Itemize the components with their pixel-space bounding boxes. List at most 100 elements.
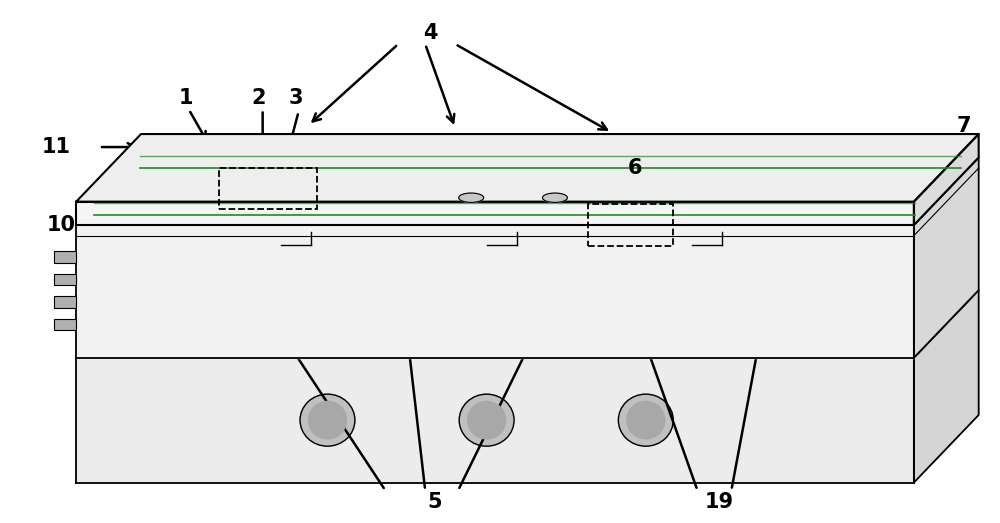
Ellipse shape [627, 402, 665, 439]
Polygon shape [914, 157, 979, 358]
Polygon shape [670, 208, 715, 215]
Polygon shape [867, 161, 950, 222]
Polygon shape [728, 210, 749, 213]
Bar [588, 204, 673, 246]
Polygon shape [271, 194, 315, 202]
Polygon shape [76, 358, 914, 483]
Polygon shape [297, 167, 341, 175]
Polygon shape [476, 210, 498, 213]
Polygon shape [130, 161, 314, 222]
Polygon shape [540, 161, 724, 222]
Polygon shape [511, 208, 555, 215]
Polygon shape [110, 210, 132, 213]
Polygon shape [707, 183, 729, 186]
Ellipse shape [459, 394, 514, 446]
Polygon shape [755, 167, 800, 175]
Polygon shape [694, 197, 716, 200]
Text: 4: 4 [423, 22, 437, 42]
Polygon shape [753, 183, 775, 186]
Polygon shape [81, 159, 974, 223]
Polygon shape [76, 225, 914, 358]
Ellipse shape [309, 402, 346, 439]
Polygon shape [504, 167, 548, 175]
Polygon shape [491, 180, 535, 189]
Polygon shape [123, 197, 145, 200]
FancyBboxPatch shape [54, 297, 76, 308]
Polygon shape [742, 180, 787, 189]
Polygon shape [729, 194, 774, 202]
Polygon shape [507, 161, 598, 222]
Polygon shape [319, 194, 363, 202]
Polygon shape [295, 183, 317, 186]
Polygon shape [906, 167, 950, 175]
Text: 6: 6 [627, 158, 642, 178]
Polygon shape [465, 208, 509, 215]
Polygon shape [741, 197, 762, 200]
Polygon shape [878, 210, 900, 213]
Polygon shape [389, 161, 519, 166]
Polygon shape [880, 194, 924, 202]
Polygon shape [914, 290, 979, 483]
Text: 7: 7 [956, 116, 971, 137]
Polygon shape [331, 180, 376, 189]
Polygon shape [344, 167, 389, 175]
Polygon shape [489, 197, 511, 200]
Text: 11: 11 [42, 137, 71, 157]
Polygon shape [522, 210, 544, 213]
Polygon shape [683, 194, 728, 202]
Text: 2: 2 [251, 88, 266, 108]
Polygon shape [505, 217, 704, 224]
Polygon shape [76, 290, 979, 358]
Polygon shape [478, 194, 522, 202]
Polygon shape [112, 194, 156, 202]
Polygon shape [258, 208, 302, 215]
Polygon shape [301, 161, 393, 222]
Polygon shape [317, 210, 339, 213]
Polygon shape [799, 161, 925, 166]
Polygon shape [282, 197, 304, 200]
Polygon shape [716, 208, 761, 215]
Polygon shape [550, 167, 594, 175]
Polygon shape [76, 157, 979, 225]
Polygon shape [535, 197, 557, 200]
Polygon shape [330, 197, 352, 200]
Text: 1: 1 [179, 88, 193, 108]
Polygon shape [76, 202, 914, 225]
Bar [219, 168, 317, 210]
Polygon shape [524, 194, 568, 202]
Polygon shape [149, 169, 171, 173]
Polygon shape [502, 183, 524, 186]
Polygon shape [461, 161, 552, 222]
Ellipse shape [618, 394, 673, 446]
Polygon shape [537, 180, 581, 189]
Polygon shape [99, 208, 143, 215]
Ellipse shape [468, 402, 506, 439]
Polygon shape [666, 161, 758, 222]
Polygon shape [343, 183, 365, 186]
FancyBboxPatch shape [54, 251, 76, 263]
Polygon shape [720, 169, 742, 173]
Polygon shape [515, 169, 537, 173]
Polygon shape [90, 217, 293, 224]
Polygon shape [712, 161, 804, 222]
Polygon shape [130, 217, 260, 222]
Text: 3: 3 [288, 88, 303, 108]
Polygon shape [136, 183, 158, 186]
Polygon shape [709, 167, 753, 175]
Polygon shape [355, 159, 554, 166]
Polygon shape [867, 208, 911, 215]
Polygon shape [255, 161, 347, 222]
Polygon shape [284, 180, 328, 189]
Polygon shape [561, 169, 583, 173]
Polygon shape [766, 159, 952, 166]
Polygon shape [92, 161, 188, 222]
Polygon shape [893, 180, 937, 189]
Polygon shape [891, 197, 913, 200]
Text: 10: 10 [47, 215, 76, 235]
Polygon shape [335, 161, 519, 222]
Polygon shape [76, 134, 979, 202]
Polygon shape [745, 161, 925, 222]
Polygon shape [540, 217, 670, 222]
Ellipse shape [459, 193, 484, 202]
Polygon shape [125, 180, 169, 189]
